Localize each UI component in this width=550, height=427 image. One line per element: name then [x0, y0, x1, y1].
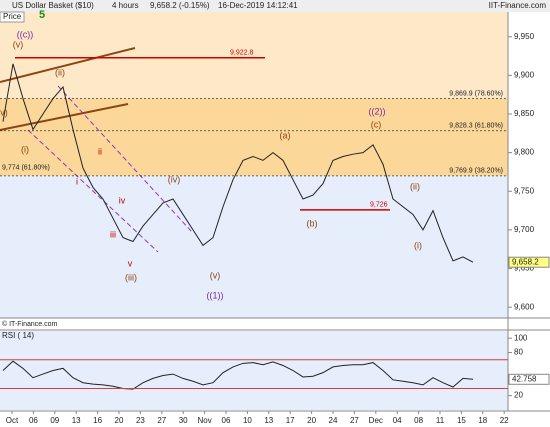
level-label: 9,726: [370, 202, 388, 209]
header-period: 4 hours: [112, 1, 139, 10]
wave-label: ((2)): [369, 106, 386, 116]
wave-label: i: [76, 176, 78, 186]
wave-label: (ii): [410, 181, 420, 191]
y-tick-label: 9,850: [514, 109, 535, 118]
level-label: 9,769.9 (38.20%): [449, 168, 503, 175]
trendline: [0, 47, 136, 83]
x-tick-label: 22: [500, 416, 509, 425]
level-label: 9,922.8: [230, 50, 253, 57]
x-tick-label: 09: [50, 416, 59, 425]
copyright: © IT-Finance.com: [2, 320, 58, 328]
y-tick-label: 9,900: [514, 70, 535, 79]
wave-label: iii: [110, 229, 116, 239]
wave-label: (iii): [125, 272, 137, 282]
y-tick-label: 9,600: [514, 302, 535, 311]
header-bar: [0, 0, 550, 12]
price-line: [2, 360, 474, 390]
header-quote: 9,658.2 (-0.15%): [150, 1, 210, 10]
zone: [0, 98, 508, 176]
wave-label: (v): [210, 270, 221, 280]
last-price-box: [508, 256, 550, 268]
header-title: US Dollar Basket ($10): [12, 1, 94, 10]
wave-label: (ii): [55, 67, 65, 77]
last-rsi-box: [508, 373, 550, 385]
level-label: 9,869.9 (78.60%): [449, 90, 503, 97]
x-tick-label: 04: [393, 416, 402, 425]
wave-label: ((c)): [17, 29, 34, 39]
price-tag: [0, 11, 25, 23]
last-rsi-label: 42.758: [512, 374, 537, 383]
y-tick-label: 9,650: [514, 264, 535, 273]
x-tick-label: 11: [436, 416, 445, 425]
x-tick-label: Dec: [369, 416, 383, 425]
y-tick-label: 100: [514, 333, 528, 342]
wave-label: iv: [119, 195, 126, 205]
wave-label: v): [0, 107, 8, 117]
trendline: [0, 103, 129, 131]
y-tick-label: 9,700: [514, 225, 535, 234]
x-tick-label: 20: [307, 416, 316, 425]
zone: [0, 12, 508, 99]
x-tick-label: 20: [115, 416, 124, 425]
x-tick-label: 24: [329, 416, 338, 425]
last-price-label: 9,658.2: [512, 257, 539, 266]
wave-label: (i): [21, 144, 29, 154]
wave-label: ii: [98, 146, 102, 156]
y-tick-label: 9,800: [514, 148, 535, 157]
x-tick-label: 17: [286, 416, 295, 425]
x-tick-label: 06: [29, 416, 38, 425]
y-tick-label: 20: [514, 391, 523, 400]
y-tick-label: 9,950: [514, 32, 535, 41]
rsi-title: RSI ( 14): [2, 331, 34, 340]
level-label: 9,828.3 (61.80%): [449, 123, 503, 130]
x-tick-label: 23: [136, 416, 145, 425]
level-label: 9,774 (61.80%): [2, 165, 50, 172]
x-tick-label: 06: [222, 416, 231, 425]
wave-label: v: [128, 258, 133, 268]
x-tick-label: 08: [414, 416, 423, 425]
x-tick-label: 10: [243, 416, 252, 425]
price-label: Price: [3, 12, 22, 21]
zone: [0, 331, 508, 410]
y-tick-label: 80: [514, 348, 523, 357]
x-tick-label: 13: [264, 416, 273, 425]
x-tick-label: 16: [93, 416, 102, 425]
wave-label: (v): [13, 39, 24, 49]
wave-label: (i): [414, 240, 422, 250]
x-tick-label: 13: [72, 416, 81, 425]
x-tick-label: 18: [478, 416, 487, 425]
x-tick-label: Nov: [197, 416, 211, 425]
channel-line: [27, 129, 159, 253]
wave-label: ((1)): [207, 290, 224, 300]
wave-label: 5: [39, 9, 45, 21]
x-tick-label: 30: [179, 416, 188, 425]
wave-label: (b): [307, 218, 318, 228]
header-timestamp: 16-Dec-2019 14:12:41: [218, 1, 298, 10]
y-tick-label: 9,750: [514, 186, 535, 195]
price-line: [2, 63, 474, 263]
wave-label: (iv): [168, 174, 181, 184]
x-tick-label: 27: [350, 416, 359, 425]
wave-label: (c): [371, 119, 382, 129]
x-tick-label: 27: [157, 416, 166, 425]
x-tick-label: 15: [457, 416, 466, 425]
zone: [0, 175, 508, 318]
wave-label: (a): [280, 130, 291, 140]
x-tick-label: Oct: [6, 416, 19, 425]
header-brand: IIT-Finance.com: [489, 1, 547, 10]
channel-line: [57, 85, 193, 233]
